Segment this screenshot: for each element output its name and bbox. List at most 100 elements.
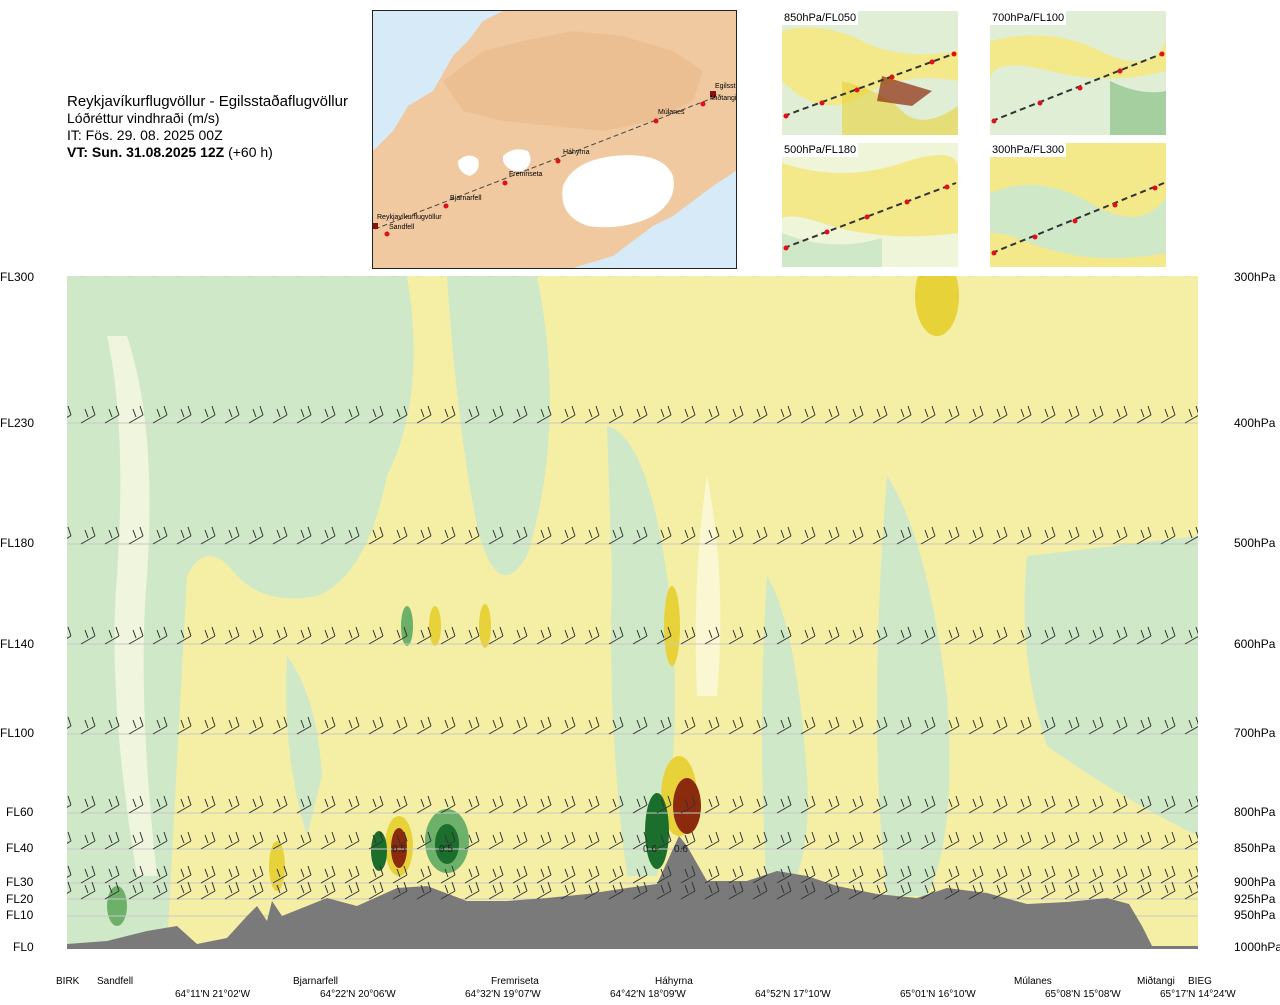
wind-barb: [1016, 526, 1032, 545]
wind-barb: [440, 831, 456, 850]
coordinate-label: 65°01'N 16°10'W: [900, 989, 976, 1000]
wind-barb: [632, 626, 648, 645]
wind-barb: [968, 405, 984, 424]
wind-barb: [848, 831, 864, 850]
wind-barb: [272, 865, 288, 884]
panel-700hpa-map: [990, 11, 1166, 135]
wind-barb: [752, 865, 768, 884]
wind-barb: [392, 526, 408, 545]
wind-barb: [824, 526, 840, 545]
wind-barb: [992, 881, 1008, 900]
panel-500hpa[interactable]: 500hPa/FL180: [782, 143, 958, 267]
wind-barb: [944, 716, 960, 735]
wind-barb: [1136, 526, 1152, 545]
panel-500hpa-label: 500hPa/FL180: [782, 143, 859, 157]
wind-barb: [608, 626, 624, 645]
wind-barb: [416, 831, 432, 850]
wind-barb: [1088, 405, 1104, 424]
location-label: Fremriseta: [491, 976, 539, 987]
wind-barb: [920, 716, 936, 735]
wind-barb: [1088, 831, 1104, 850]
coordinate-label: 64°42'N 18°09'W: [610, 989, 686, 1000]
wind-barb: [752, 881, 768, 900]
wind-barb: [488, 716, 504, 735]
wind-barb: [320, 881, 336, 900]
panel-300hpa[interactable]: 300hPa/FL300: [990, 143, 1166, 267]
wind-barb: [200, 831, 216, 850]
wind-barb: [1136, 865, 1152, 884]
wind-barb: [896, 405, 912, 424]
route-title: Reykjavíkurflugvöllur - Egilsstaðaflugvö…: [67, 93, 348, 110]
wind-barb: [104, 405, 120, 424]
wind-barb: [992, 526, 1008, 545]
wind-barb: [152, 405, 168, 424]
contour-label-2: 0.5: [439, 844, 453, 855]
wind-barb: [80, 831, 96, 850]
wind-barb: [896, 526, 912, 545]
wind-barb: [1040, 716, 1056, 735]
wind-barb: [80, 865, 96, 884]
wind-barb: [584, 716, 600, 735]
wind-barb: [752, 626, 768, 645]
wind-barb: [1112, 405, 1128, 424]
wind-barb: [1040, 405, 1056, 424]
hpa-label: 600hPa: [1234, 637, 1276, 651]
wind-barb: [344, 626, 360, 645]
wind-barb: [272, 795, 288, 814]
cross-section-plot: 0.5 0.5 0.6 0.6: [56, 256, 1200, 949]
wind-barb: [248, 716, 264, 735]
wind-barb: [1088, 795, 1104, 814]
wind-barb: [848, 626, 864, 645]
wind-barb: [272, 626, 288, 645]
fl-label: FL180: [0, 536, 35, 550]
wind-barb: [1016, 831, 1032, 850]
wind-barb: [152, 526, 168, 545]
wind-barb: [584, 405, 600, 424]
wind-barb: [680, 716, 696, 735]
wind-barb: [752, 405, 768, 424]
map-label-sandfell: Sandfell: [389, 224, 415, 231]
panel-850hpa[interactable]: 850hPa/FL050: [782, 11, 958, 135]
wind-barb: [512, 831, 528, 850]
wind-barb: [656, 865, 672, 884]
wind-barb: [248, 526, 264, 545]
wind-barb: [584, 626, 600, 645]
wind-barb: [608, 881, 624, 900]
panel-300hpa-label: 300hPa/FL300: [990, 143, 1067, 157]
wind-barb: [440, 795, 456, 814]
wind-barb: [872, 795, 888, 814]
wind-barb: [608, 831, 624, 850]
wind-barb: [992, 831, 1008, 850]
wind-barb: [1064, 881, 1080, 900]
wind-barb: [416, 716, 432, 735]
wind-barb: [920, 881, 936, 900]
wind-barb: [296, 405, 312, 424]
wind-barb: [488, 831, 504, 850]
wind-barb: [920, 795, 936, 814]
wind-barb: [512, 526, 528, 545]
wind-barb: [632, 865, 648, 884]
wind-barb: [344, 865, 360, 884]
map-label-reykjavik: Reykjavíkurflugvöllur: [377, 214, 442, 221]
wind-barb: [776, 881, 792, 900]
wind-barb: [464, 831, 480, 850]
wind-barb: [824, 881, 840, 900]
wind-barb: [704, 865, 720, 884]
wind-barb: [200, 716, 216, 735]
contour-label-1: 0.5: [392, 844, 406, 855]
wind-barb: [224, 865, 240, 884]
panel-700hpa[interactable]: 700hPa/FL100: [990, 11, 1166, 135]
wind-barb: [992, 405, 1008, 424]
wind-barb: [1112, 831, 1128, 850]
wind-barb: [1088, 526, 1104, 545]
wind-barb: [872, 405, 888, 424]
wind-barb: [392, 831, 408, 850]
cross-section[interactable]: 0.5 0.5 0.6 0.6: [56, 256, 1200, 949]
wind-barb: [512, 881, 528, 900]
wind-barb: [440, 716, 456, 735]
wind-barb: [824, 716, 840, 735]
wind-barb: [272, 405, 288, 424]
wind-barb: [1136, 405, 1152, 424]
wind-barb: [728, 795, 744, 814]
overview-map[interactable]: Egilsst Miðtangi Múlanes Háhyrna Fremris…: [372, 10, 737, 269]
